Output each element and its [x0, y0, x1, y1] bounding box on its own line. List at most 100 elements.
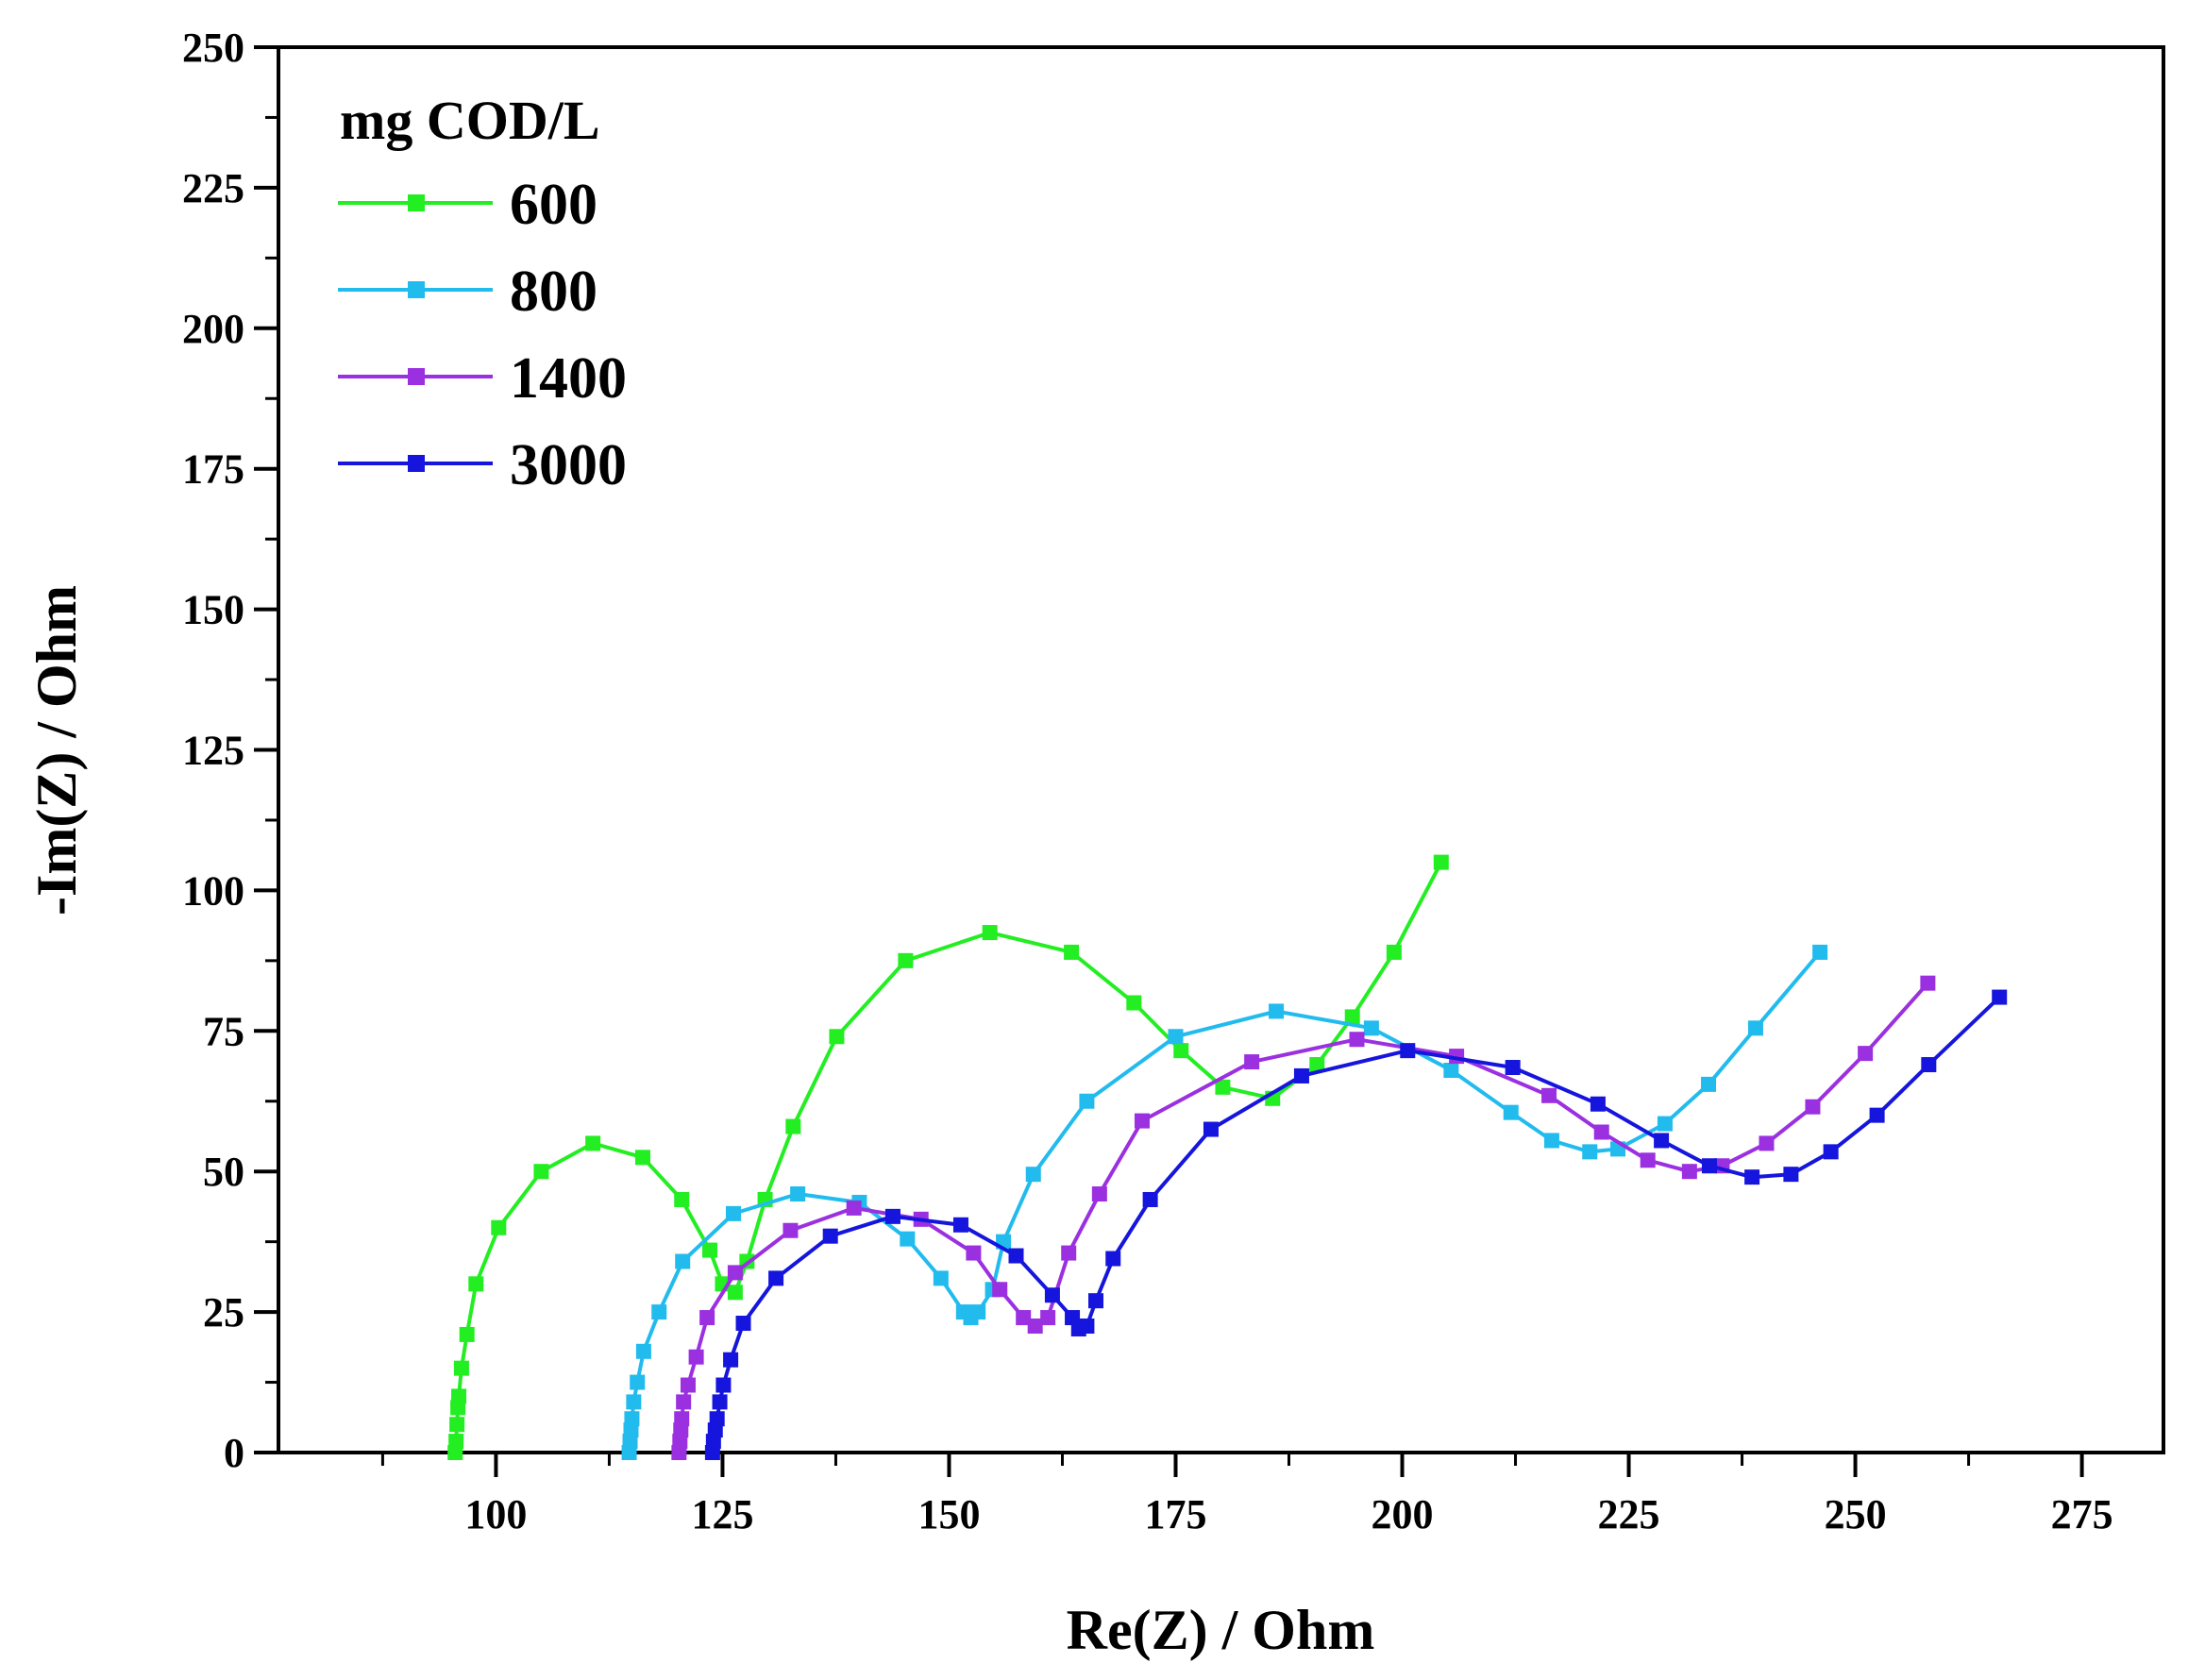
data-point — [1505, 1060, 1521, 1076]
data-point — [1126, 995, 1142, 1011]
legend-label: 800 — [510, 260, 597, 324]
x-axis-title: Re(Z) / Ohm — [1067, 1599, 1375, 1661]
data-point — [1363, 1020, 1379, 1036]
legend-marker — [408, 455, 425, 472]
data-point — [1783, 1167, 1799, 1183]
series-600 — [447, 854, 1449, 1460]
data-point — [626, 1394, 642, 1410]
data-point — [1168, 1029, 1184, 1045]
data-point — [1805, 1099, 1821, 1115]
legend-label: 3000 — [510, 433, 627, 497]
data-point — [585, 1135, 601, 1151]
data-point — [1443, 1062, 1459, 1078]
data-point — [1920, 975, 1936, 991]
data-point — [1025, 1167, 1041, 1183]
y-tick-label: 175 — [182, 446, 244, 493]
data-point — [1134, 1113, 1150, 1129]
y-tick-label: 200 — [182, 306, 244, 352]
data-point — [1173, 1043, 1189, 1059]
legend-marker — [408, 368, 425, 385]
data-point — [1503, 1104, 1519, 1120]
data-point — [1681, 1164, 1697, 1180]
x-tick-label: 125 — [691, 1491, 753, 1537]
data-point — [1349, 1032, 1365, 1048]
data-point — [727, 1265, 743, 1281]
x-tick-label: 200 — [1372, 1491, 1434, 1537]
legend-label: 1400 — [510, 346, 627, 411]
data-point — [952, 1217, 968, 1233]
legend-marker — [408, 281, 425, 298]
legend-title: mg COD/L — [340, 90, 600, 151]
data-point — [702, 1242, 718, 1258]
data-point — [1582, 1144, 1598, 1160]
data-point — [453, 1360, 469, 1376]
data-point — [1079, 1318, 1095, 1334]
data-point — [651, 1304, 667, 1320]
data-point — [1593, 1124, 1609, 1140]
data-point — [1203, 1121, 1219, 1137]
plot-frame — [277, 45, 2165, 1454]
series-line — [453, 861, 1443, 1453]
data-point — [768, 1270, 784, 1286]
data-point — [675, 1253, 691, 1269]
data-point — [491, 1219, 507, 1235]
data-point — [1344, 1009, 1360, 1025]
data-point — [1747, 1020, 1763, 1036]
data-point — [635, 1343, 651, 1359]
data-point — [451, 1388, 467, 1404]
data-point — [630, 1374, 646, 1390]
legend-marker — [408, 194, 425, 211]
series-layer — [447, 854, 2008, 1460]
y-tick-label: 100 — [182, 867, 244, 914]
data-point — [1541, 1087, 1557, 1103]
data-point — [1091, 1186, 1107, 1202]
series-line — [677, 982, 1929, 1453]
axis-ticks: 100 125 150 175 200 225 250 275 0 25 50 75 100 125 150… — [182, 25, 2113, 1537]
data-point — [709, 1411, 725, 1427]
y-tick-label: 0 — [224, 1430, 244, 1476]
x-tick-label: 150 — [917, 1491, 980, 1537]
data-point — [674, 1191, 690, 1207]
data-point — [846, 1200, 862, 1216]
data-point — [725, 1205, 741, 1221]
x-tick-label: 275 — [2051, 1491, 2113, 1537]
data-point — [1823, 1144, 1839, 1160]
data-point — [1386, 944, 1402, 960]
data-point — [822, 1228, 838, 1244]
data-point — [1744, 1169, 1760, 1185]
data-point — [1008, 1248, 1024, 1264]
data-point — [1044, 1287, 1060, 1303]
data-point — [1105, 1251, 1121, 1267]
data-point — [785, 1118, 801, 1134]
data-point — [680, 1377, 696, 1393]
data-point — [1543, 1133, 1559, 1149]
data-point — [933, 1270, 949, 1286]
y-tick-label: 150 — [182, 587, 244, 633]
data-point — [735, 1316, 751, 1332]
y-tick-label: 25 — [203, 1289, 244, 1336]
data-point — [1064, 944, 1080, 960]
data-point — [1921, 1057, 1937, 1073]
data-point — [829, 1029, 845, 1045]
data-point — [1701, 1158, 1717, 1174]
legend-item-800: 800 — [338, 260, 597, 324]
data-point — [1027, 1318, 1043, 1334]
data-point — [1433, 854, 1449, 870]
data-point — [1812, 944, 1828, 960]
y-tick-label: 125 — [182, 728, 244, 774]
data-point — [1142, 1191, 1158, 1207]
data-point — [898, 952, 914, 968]
y-tick-label: 250 — [182, 25, 244, 71]
series-800 — [621, 944, 1828, 1460]
data-point — [712, 1394, 728, 1410]
y-axis-title: -Im(Z) / Ohm — [25, 585, 88, 916]
data-point — [783, 1222, 799, 1238]
data-point — [1869, 1107, 1885, 1123]
legend: mg COD/L 600 800 1400 3000 — [338, 90, 627, 497]
data-point — [634, 1150, 650, 1166]
legend-item-1400: 1400 — [338, 346, 627, 411]
series-line — [710, 996, 2001, 1453]
data-point — [676, 1394, 692, 1410]
data-point — [1701, 1076, 1717, 1092]
